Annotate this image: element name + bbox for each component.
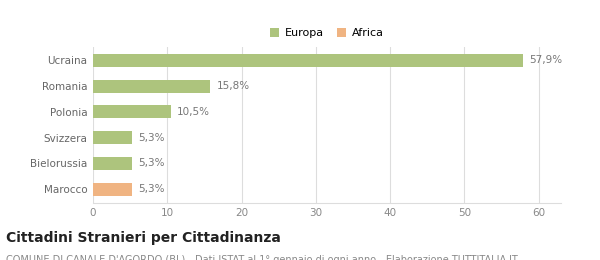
Text: COMUNE DI CANALE D'AGORDO (BL) - Dati ISTAT al 1° gennaio di ogni anno - Elabora: COMUNE DI CANALE D'AGORDO (BL) - Dati IS… <box>6 255 518 260</box>
Text: 5,3%: 5,3% <box>139 184 165 194</box>
Bar <box>93 157 133 170</box>
Legend: Europa, Africa: Europa, Africa <box>271 28 383 38</box>
Text: 5,3%: 5,3% <box>139 133 165 143</box>
Bar <box>93 54 523 67</box>
Text: 15,8%: 15,8% <box>217 81 250 91</box>
Text: Cittadini Stranieri per Cittadinanza: Cittadini Stranieri per Cittadinanza <box>6 231 281 245</box>
Text: 57,9%: 57,9% <box>529 55 562 65</box>
Text: 5,3%: 5,3% <box>139 159 165 168</box>
Bar <box>93 183 133 196</box>
Text: 10,5%: 10,5% <box>177 107 210 117</box>
Bar <box>93 80 211 93</box>
Bar <box>93 106 171 118</box>
Bar <box>93 131 133 144</box>
